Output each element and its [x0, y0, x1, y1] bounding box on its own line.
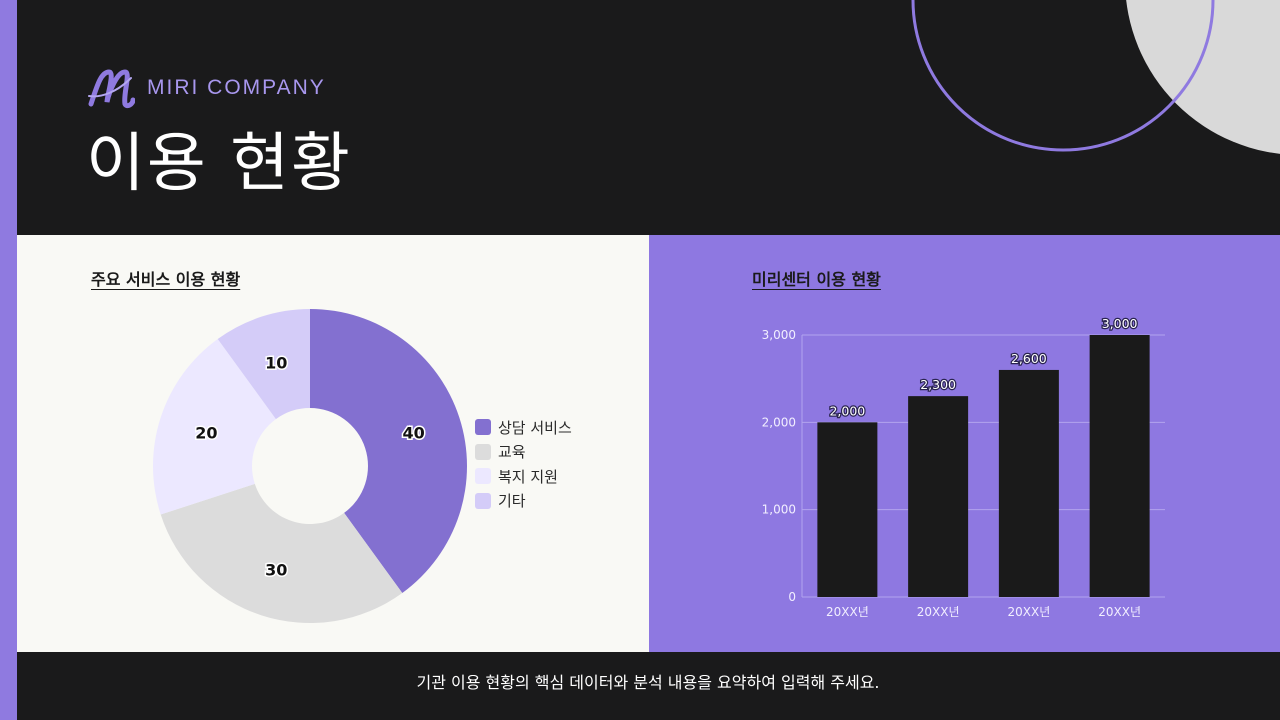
bar-chart: 0 1,000 2,000 3,000 2,000 20XX년 2,300 20XX년 2,60…: [762, 315, 1165, 619]
x-tick-label: 20XX년: [1098, 605, 1141, 619]
x-tick-label: 20XX년: [1007, 605, 1050, 619]
bar: [998, 369, 1059, 597]
legend-label: 복지 지원: [498, 467, 558, 486]
legend-item: 교육: [475, 440, 572, 465]
legend-label: 상담 서비스: [498, 418, 572, 437]
legend-item: 상담 서비스: [475, 415, 572, 440]
donut-slice: [160, 483, 403, 623]
y-tick-label: 3,000: [762, 328, 796, 342]
x-tick-label: 20XX년: [917, 605, 960, 619]
legend-label: 교육: [498, 443, 526, 462]
m-logo-icon: [88, 69, 135, 109]
y-tick-label: 2,000: [762, 415, 796, 429]
decorative-purple-ring: [911, 0, 1215, 152]
legend-swatch: [475, 419, 491, 436]
donut-slice: [310, 309, 468, 594]
brand-name: MIRI COMPANY: [147, 76, 326, 99]
legend-swatch: [475, 492, 491, 509]
services-chart-title: 주요 서비스 이용 현황: [91, 270, 241, 289]
y-tick-label: 1,000: [762, 503, 796, 517]
brand: MIRI COMPANY: [87, 66, 326, 110]
bar: [1089, 335, 1150, 597]
center-chart-title: 미리센터 이용 현황: [752, 270, 881, 289]
decorative-gray-circle: [1126, 0, 1280, 154]
donut-chart: 40 30 20 10: [153, 309, 468, 623]
legend-item: 복지 지원: [475, 464, 572, 489]
footer-summary: 기관 이용 현황의 핵심 데이터와 분석 내용을 요약하여 입력해 주세요.: [416, 673, 880, 692]
bar: [908, 396, 969, 597]
legend-swatch: [475, 468, 491, 485]
donut-value-label: 40: [403, 423, 425, 442]
y-tick-label: 0: [788, 590, 796, 604]
left-accent-stripe: [0, 0, 17, 720]
legend-label: 기타: [498, 492, 526, 511]
legend-item: 기타: [475, 489, 572, 514]
bar-value-label: 2,000: [829, 403, 865, 418]
donut-slice: [153, 338, 276, 515]
donut-slice: [217, 309, 310, 420]
donut-value-label: 10: [265, 353, 287, 372]
bar: [817, 422, 878, 597]
donut-value-label: 20: [195, 423, 217, 442]
page-title: 이용 현황: [86, 127, 352, 201]
donut-value-label: 30: [265, 561, 287, 580]
x-tick-label: 20XX년: [826, 605, 869, 619]
bar-value-label: 3,000: [1102, 316, 1138, 331]
bar-value-label: 2,600: [1011, 351, 1047, 366]
legend-swatch: [475, 443, 491, 460]
bar-value-label: 2,300: [920, 377, 956, 392]
